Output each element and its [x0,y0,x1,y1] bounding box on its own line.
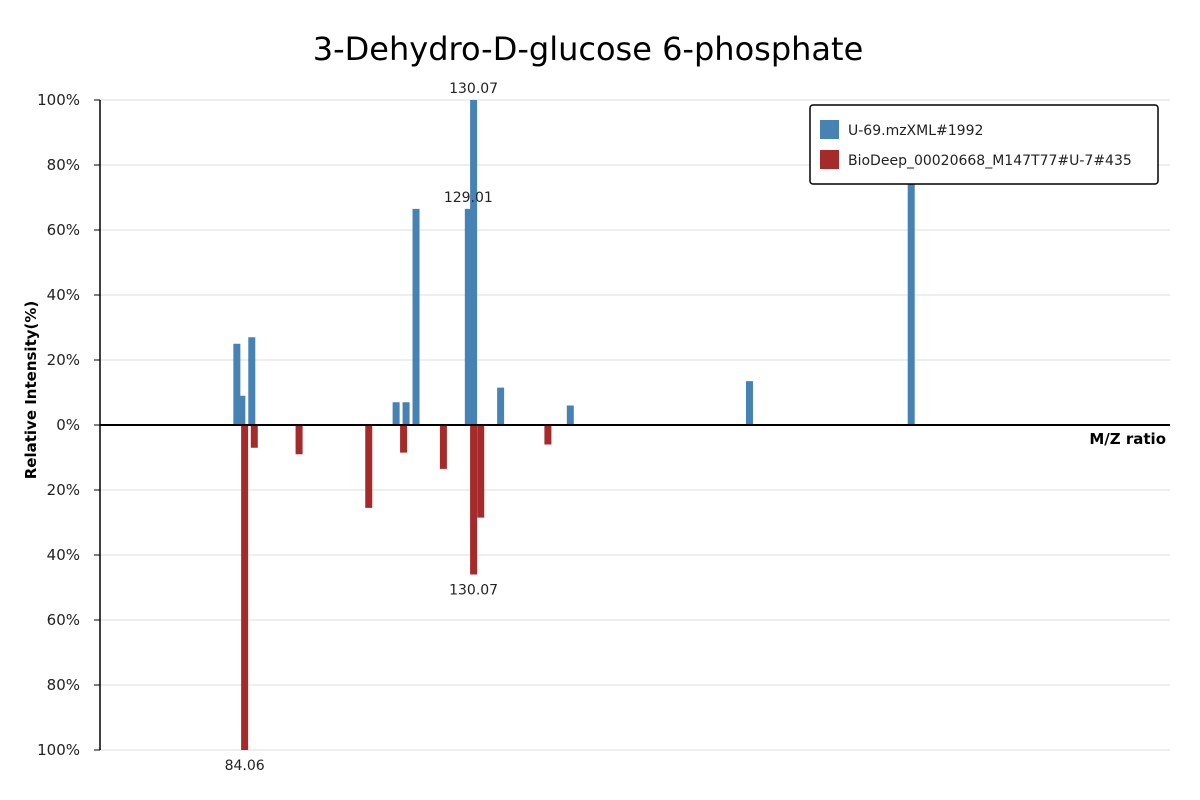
peak-labels: 129.01 130.07 84.06 130.07 [225,81,499,774]
peak-label-query: 130.07 [449,81,498,97]
bars-layer [233,100,915,750]
peak-bar-query [248,337,256,425]
peak-bar-reference [241,425,249,750]
y-axis-title: Relative Intensity(%) [22,301,40,480]
y-tick-label: 100% [37,741,80,759]
y-tick-label: 40% [47,546,80,564]
y-tick-label: 20% [47,351,80,369]
peak-bar-query [238,395,246,425]
peak-label-reference: 130.07 [449,583,498,599]
peak-bar-query [412,208,420,425]
legend-swatch-series-2 [820,150,839,169]
legend-label-series-1: U-69.mzXML#1992 [848,123,983,139]
peak-label-reference: 84.06 [225,758,265,774]
y-tick-label: 20% [47,481,80,499]
legend-swatch-series-1 [820,120,839,139]
peak-bar-query [470,100,478,425]
peak-bar-reference [470,425,478,575]
y-tick-label: 100% [37,91,80,109]
peak-bar-reference [250,425,258,448]
peak-bar-reference [439,425,447,469]
y-tick-label: 80% [47,676,80,694]
peak-bar-query [566,405,574,425]
peak-bar-reference [400,425,408,453]
peak-bar-reference [477,425,485,518]
peak-bar-query [233,343,241,425]
y-tick-label: 60% [47,221,80,239]
peak-bar-reference [544,425,552,445]
peak-bar-query [497,387,505,425]
grid-layer [100,99,1170,751]
peak-bar-reference [365,425,373,508]
legend-label-series-2: BioDeep_00020668_M147T77#U-7#435 [848,153,1132,169]
y-tick-label: 80% [47,156,80,174]
peak-bar-reference [295,425,303,455]
y-tick-label: 40% [47,286,80,304]
chart-title: 3-Dehydro-D-glucose 6-phosphate [313,30,864,68]
axes-layer [99,100,1170,750]
y-tick-label: 60% [47,611,80,629]
peak-label-query: 129.01 [444,190,493,206]
peak-bar-query [392,402,400,425]
peak-bar-query [745,381,753,425]
peak-bar-query [907,181,915,425]
y-ticks: 100% 80% 60% 40% 20% 0% 20% 40% 60% 80% 100% [37,91,100,759]
peak-bar-query [464,208,472,425]
peak-bar-query [402,402,410,425]
legend: U-69.mzXML#1992 BioDeep_00020668_M147T77… [809,104,1159,185]
y-tick-label: 0% [56,416,80,434]
x-axis-title: M/Z ratio [1089,430,1166,448]
legend-box [809,104,1159,185]
